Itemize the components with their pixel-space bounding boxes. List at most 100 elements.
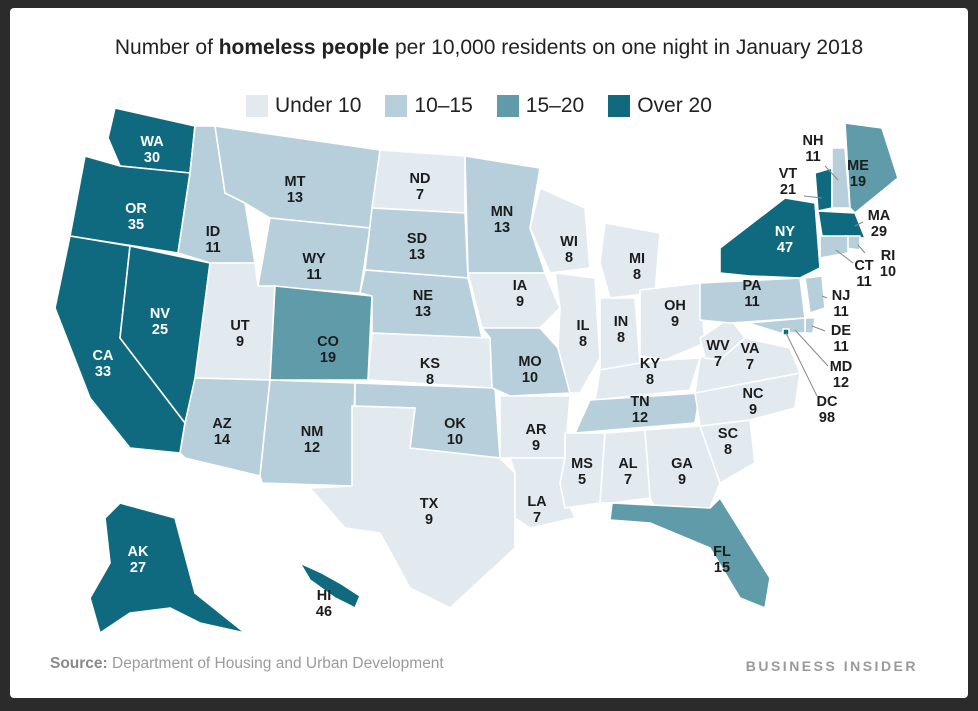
legend-item: Under 10 — [246, 94, 361, 118]
state-value-vt: 21 — [780, 182, 796, 198]
state-abbr-or: OR — [125, 201, 147, 217]
state-value-ia: 9 — [516, 294, 524, 310]
state-abbr-md: MD — [830, 359, 853, 375]
state-abbr-mo: MO — [518, 354, 541, 370]
state-abbr-ct: CT — [854, 258, 873, 274]
state-value-ma: 29 — [871, 224, 887, 240]
state-ny — [719, 197, 821, 279]
state-value-nm: 12 — [304, 440, 320, 456]
state-value-wa: 30 — [144, 150, 160, 166]
state-value-ky: 8 — [646, 372, 654, 388]
leader-line-vt — [803, 195, 823, 199]
leader-line-nj — [821, 295, 828, 299]
legend-swatch — [246, 95, 268, 117]
leader-line-nh — [824, 165, 839, 181]
state-abbr-nj: NJ — [832, 288, 851, 304]
state-abbr-al: AL — [618, 456, 637, 472]
state-nm — [259, 379, 356, 487]
legend-label: 15–20 — [525, 94, 585, 117]
state-labels: WA30OR35CA33NV25ID11MT13WY11UT9AZ14CO19N… — [93, 133, 897, 620]
state-abbr-sc: SC — [718, 426, 739, 442]
state-abbr-ne: NE — [413, 288, 433, 304]
state-abbr-co: CO — [317, 334, 339, 350]
state-value-nh: 11 — [805, 149, 820, 165]
state-abbr-fl: FL — [713, 544, 731, 560]
map-title: Number of homeless people per 10,000 res… — [114, 36, 864, 59]
state-mn — [464, 155, 546, 274]
state-value-sd: 13 — [409, 247, 425, 263]
legend-label: Over 20 — [637, 94, 712, 117]
state-value-al: 7 — [624, 472, 632, 488]
legend-swatch — [608, 95, 631, 117]
state-value-or: 35 — [128, 217, 144, 233]
state-abbr-ga: GA — [671, 456, 693, 472]
state-abbr-az: AZ — [212, 416, 231, 432]
state-value-nd: 7 — [416, 187, 424, 203]
state-nj — [804, 275, 826, 314]
state-abbr-sd: SD — [407, 231, 427, 247]
state-value-ca: 33 — [95, 364, 111, 380]
state-fl — [609, 497, 771, 609]
state-abbr-hi: HI — [317, 588, 332, 604]
state-value-ms: 5 — [578, 472, 586, 488]
us-choropleth-map: WA30OR35CA33NV25ID11MT13WY11UT9AZ14CO19N… — [54, 107, 899, 634]
state-value-sc: 8 — [724, 442, 732, 458]
state-abbr-vt: VT — [779, 166, 798, 182]
state-abbr-wi: WI — [560, 234, 578, 250]
legend-swatch — [385, 95, 408, 117]
source-note: Source: Department of Housing and Urban … — [50, 655, 444, 672]
state-wi — [529, 187, 591, 274]
leader-line-md — [794, 329, 829, 367]
state-value-wi: 8 — [565, 250, 573, 266]
publisher-logo: BUSINESS INSIDER — [745, 658, 918, 674]
leader-line-de — [811, 325, 826, 332]
legend-item: Over 20 — [608, 94, 712, 118]
state-value-wv: 7 — [714, 354, 722, 370]
state-abbr-va: VA — [740, 341, 760, 357]
state-value-ks: 8 — [426, 372, 434, 388]
state-value-nc: 9 — [749, 402, 757, 418]
state-abbr-oh: OH — [664, 298, 686, 314]
state-ma — [817, 210, 866, 239]
state-value-ny: 47 — [777, 240, 793, 256]
state-abbr-ia: IA — [513, 278, 528, 294]
state-al — [599, 429, 651, 504]
state-value-me: 19 — [850, 174, 866, 190]
state-abbr-ma: MA — [868, 208, 891, 224]
state-abbr-de: DE — [831, 323, 851, 339]
state-value-il: 8 — [579, 334, 587, 350]
state-tx — [309, 405, 516, 609]
state-value-md: 12 — [833, 375, 849, 391]
state-value-va: 7 — [746, 357, 754, 373]
state-abbr-wv: WV — [706, 338, 730, 354]
state-oh — [639, 282, 706, 361]
state-abbr-ms: MS — [571, 456, 593, 472]
state-abbr-nm: NM — [301, 424, 324, 440]
state-tn — [574, 392, 701, 434]
state-abbr-tn: TN — [630, 394, 649, 410]
state-value-tx: 9 — [425, 512, 433, 528]
state-abbr-mn: MN — [491, 204, 514, 220]
state-value-pa: 11 — [744, 294, 759, 310]
state-mo — [481, 327, 571, 397]
state-abbr-pa: PA — [742, 278, 762, 294]
state-value-mo: 10 — [522, 370, 538, 386]
state-value-de: 11 — [833, 339, 848, 355]
state-value-wy: 11 — [306, 267, 321, 283]
state-abbr-dc: DC — [817, 394, 838, 410]
state-value-la: 7 — [533, 510, 541, 526]
state-value-oh: 9 — [671, 314, 679, 330]
state-value-ri: 10 — [880, 264, 896, 280]
state-de — [804, 317, 816, 334]
state-abbr-mi: MI — [629, 251, 645, 267]
state-ia — [467, 272, 561, 329]
state-abbr-in: IN — [614, 314, 629, 330]
map-card: Number of homeless people per 10,000 res… — [10, 8, 968, 698]
state-value-ok: 10 — [447, 432, 463, 448]
legend-label: Under 10 — [275, 94, 362, 117]
legend: Under 10 10–15 15–20 Over 20 — [246, 92, 712, 120]
state-abbr-ar: AR — [526, 422, 547, 438]
state-me — [844, 122, 899, 214]
state-value-nv: 25 — [152, 322, 168, 338]
